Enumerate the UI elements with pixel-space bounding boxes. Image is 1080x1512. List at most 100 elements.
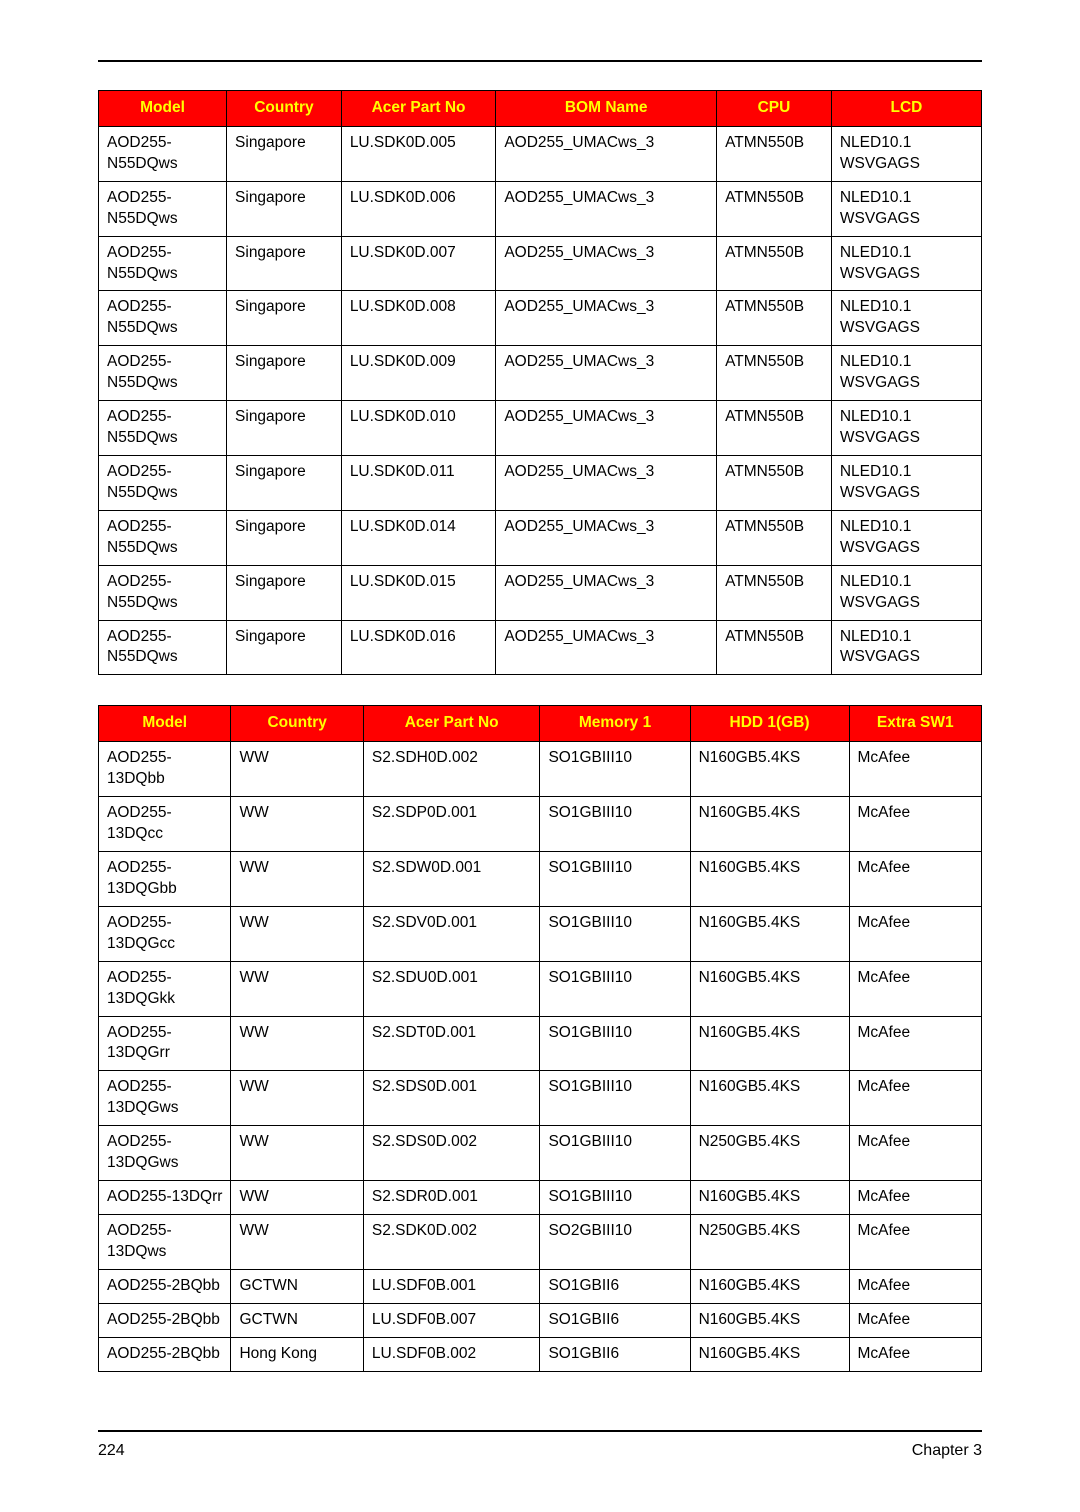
table-cell: SO2GBIII10 — [540, 1214, 690, 1269]
table-cell: AOD255_UMACws_3 — [496, 620, 717, 675]
table-row: AOD255-13DQGrrWWS2.SDT0D.001SO1GBIII10N1… — [99, 1016, 982, 1071]
table-cell: GCTWN — [231, 1303, 363, 1337]
table-cell: ATMN550B — [717, 291, 832, 346]
table-cell: AOD255-13DQbb — [99, 742, 231, 797]
table-cell: AOD255-13DQGws — [99, 1071, 231, 1126]
table-cell: Singapore — [227, 455, 342, 510]
table-cell: AOD255-N55DQws — [99, 181, 227, 236]
table-cell: McAfee — [849, 1126, 981, 1181]
table-cell: N160GB5.4KS — [690, 1337, 849, 1371]
table-cell: LU.SDK0D.015 — [341, 565, 496, 620]
table-cell: AOD255-2BQbb — [99, 1269, 231, 1303]
table-row: AOD255-13DQGccWWS2.SDV0D.001SO1GBIII10N1… — [99, 906, 982, 961]
table-cell: NLED10.1 WSVGAGS — [831, 126, 981, 181]
table-cell: S2.SDP0D.001 — [363, 797, 540, 852]
table-cell: WW — [231, 1071, 363, 1126]
table-row: AOD255-N55DQwsSingaporeLU.SDK0D.008AOD25… — [99, 291, 982, 346]
table-cell: AOD255-N55DQws — [99, 291, 227, 346]
table-row: AOD255-N55DQwsSingaporeLU.SDK0D.014AOD25… — [99, 510, 982, 565]
table-cell: McAfee — [849, 1071, 981, 1126]
table-cell: ATMN550B — [717, 126, 832, 181]
table-cell: AOD255-13DQGrr — [99, 1016, 231, 1071]
table-cell: ATMN550B — [717, 346, 832, 401]
table-cell: AOD255-N55DQws — [99, 455, 227, 510]
table-header-row: ModelCountryAcer Part NoMemory 1HDD 1(GB… — [99, 706, 982, 742]
table-cell: LU.SDK0D.005 — [341, 126, 496, 181]
table-header-cell: Extra SW1 — [849, 706, 981, 742]
table-row: AOD255-13DQrrWWS2.SDR0D.001SO1GBIII10N16… — [99, 1181, 982, 1215]
table-cell: NLED10.1 WSVGAGS — [831, 565, 981, 620]
table-cell: S2.SDV0D.001 — [363, 906, 540, 961]
table-cell: AOD255-N55DQws — [99, 346, 227, 401]
table-cell: AOD255-13DQGbb — [99, 851, 231, 906]
table-cell: AOD255-N55DQws — [99, 236, 227, 291]
table-cell: AOD255-N55DQws — [99, 126, 227, 181]
table-cell: SO1GBII6 — [540, 1303, 690, 1337]
table-cell: Singapore — [227, 510, 342, 565]
table-cell: AOD255_UMACws_3 — [496, 181, 717, 236]
table-cell: NLED10.1 WSVGAGS — [831, 346, 981, 401]
table-cell: AOD255-N55DQws — [99, 510, 227, 565]
table-cell: ATMN550B — [717, 620, 832, 675]
table-cell: McAfee — [849, 851, 981, 906]
table-cell: Hong Kong — [231, 1337, 363, 1371]
table-cell: McAfee — [849, 1016, 981, 1071]
table-cell: AOD255_UMACws_3 — [496, 565, 717, 620]
table-cell: N160GB5.4KS — [690, 1269, 849, 1303]
table-cell: LU.SDF0B.001 — [363, 1269, 540, 1303]
table-cell: AOD255-13DQws — [99, 1214, 231, 1269]
table-row: AOD255-N55DQwsSingaporeLU.SDK0D.010AOD25… — [99, 401, 982, 456]
table-header-cell: Memory 1 — [540, 706, 690, 742]
table-cell: Singapore — [227, 181, 342, 236]
table-cell: Singapore — [227, 126, 342, 181]
table-row: AOD255-N55DQwsSingaporeLU.SDK0D.005AOD25… — [99, 126, 982, 181]
table-cell: NLED10.1 WSVGAGS — [831, 510, 981, 565]
table-cell: SO1GBIII10 — [540, 1071, 690, 1126]
table-cell: SO1GBIII10 — [540, 742, 690, 797]
table-cell: McAfee — [849, 1214, 981, 1269]
table-cell: ATMN550B — [717, 510, 832, 565]
table-header-cell: Acer Part No — [363, 706, 540, 742]
table-cell: AOD255-N55DQws — [99, 401, 227, 456]
table-cell: SO1GBIII10 — [540, 961, 690, 1016]
table-cell: AOD255-13DQcc — [99, 797, 231, 852]
table-cell: LU.SDK0D.014 — [341, 510, 496, 565]
table-cell: S2.SDS0D.001 — [363, 1071, 540, 1126]
table-cell: McAfee — [849, 1269, 981, 1303]
table-cell: NLED10.1 WSVGAGS — [831, 455, 981, 510]
table-row: AOD255-13DQGkkWWS2.SDU0D.001SO1GBIII10N1… — [99, 961, 982, 1016]
table-cell: N160GB5.4KS — [690, 851, 849, 906]
table-cell: SO1GBIII10 — [540, 797, 690, 852]
table-cell: LU.SDK0D.008 — [341, 291, 496, 346]
table-header-cell: Model — [99, 91, 227, 127]
table-cell: N160GB5.4KS — [690, 1016, 849, 1071]
table-header-cell: Country — [231, 706, 363, 742]
table-cell: WW — [231, 906, 363, 961]
table-cell: GCTWN — [231, 1269, 363, 1303]
table-header-cell: Acer Part No — [341, 91, 496, 127]
table-cell: AOD255-13DQGcc — [99, 906, 231, 961]
table-cell: N160GB5.4KS — [690, 1303, 849, 1337]
table-1: ModelCountryAcer Part NoBOM NameCPULCDAO… — [98, 90, 982, 675]
table-cell: WW — [231, 961, 363, 1016]
table-cell: Singapore — [227, 620, 342, 675]
table-cell: McAfee — [849, 742, 981, 797]
table-cell: AOD255_UMACws_3 — [496, 510, 717, 565]
table-row: AOD255-2BQbbGCTWNLU.SDF0B.007SO1GBII6N16… — [99, 1303, 982, 1337]
table-cell: AOD255_UMACws_3 — [496, 401, 717, 456]
table-cell: WW — [231, 742, 363, 797]
table-cell: N160GB5.4KS — [690, 961, 849, 1016]
table-header-cell: BOM Name — [496, 91, 717, 127]
table-cell: NLED10.1 WSVGAGS — [831, 236, 981, 291]
table-cell: LU.SDK0D.011 — [341, 455, 496, 510]
table-cell: WW — [231, 851, 363, 906]
table-cell: AOD255_UMACws_3 — [496, 455, 717, 510]
table-cell: LU.SDK0D.016 — [341, 620, 496, 675]
table-cell: S2.SDK0D.002 — [363, 1214, 540, 1269]
table-cell: LU.SDF0B.007 — [363, 1303, 540, 1337]
table-cell: AOD255_UMACws_3 — [496, 291, 717, 346]
table-cell: SO1GBII6 — [540, 1337, 690, 1371]
table-cell: Singapore — [227, 236, 342, 291]
table-cell: WW — [231, 1016, 363, 1071]
table-cell: WW — [231, 1126, 363, 1181]
